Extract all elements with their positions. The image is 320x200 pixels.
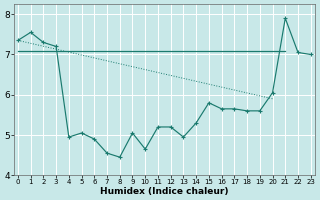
X-axis label: Humidex (Indice chaleur): Humidex (Indice chaleur) [100,187,228,196]
